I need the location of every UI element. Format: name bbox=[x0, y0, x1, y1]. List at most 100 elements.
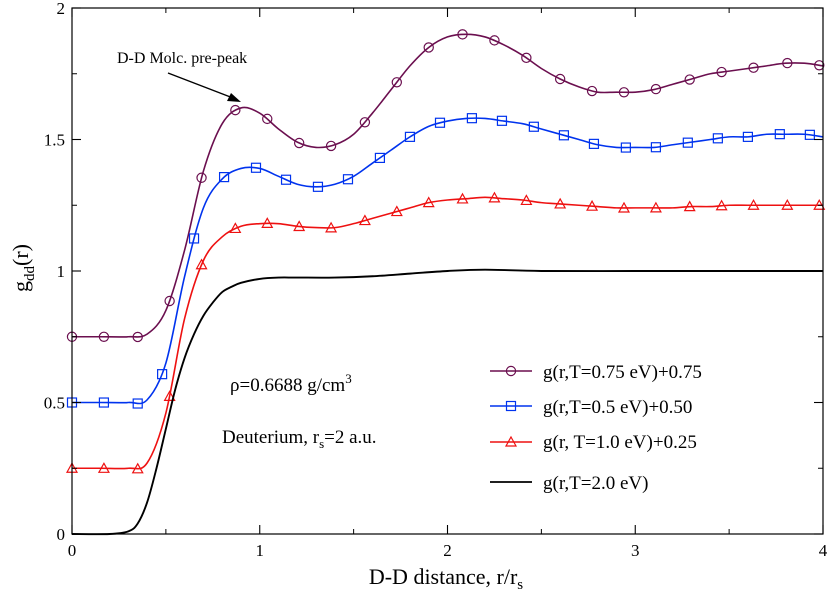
axes: 0 1 2 3 4 0 0.5 1 1.5 2 bbox=[44, 0, 828, 560]
series-line-2 bbox=[72, 196, 823, 470]
data-point-1-10 bbox=[374, 152, 386, 164]
data-point-1-23 bbox=[774, 129, 785, 140]
data-point-0-1 bbox=[98, 331, 110, 342]
data-point-1-11 bbox=[404, 131, 416, 142]
data-point-0-12 bbox=[457, 29, 468, 40]
y-tick-label-2: 1 bbox=[57, 262, 66, 281]
y-tick-label-3: 1.5 bbox=[44, 131, 65, 150]
data-point-2-11 bbox=[422, 196, 435, 208]
data-point-2-3 bbox=[163, 390, 176, 401]
data-point-0-8 bbox=[325, 140, 337, 152]
data-point-0-17 bbox=[618, 87, 630, 98]
data-point-2-15 bbox=[554, 197, 567, 209]
element-suffix: =2 a.u. bbox=[324, 427, 376, 448]
data-point-0-9 bbox=[359, 117, 371, 128]
legend-label-1: g(r,T=0.5 eV)+0.50 bbox=[543, 397, 692, 418]
density-sup: 3 bbox=[345, 371, 352, 386]
series-0 bbox=[66, 29, 825, 343]
x-axis-title-sub: s bbox=[517, 577, 523, 593]
data-point-1-16 bbox=[558, 130, 570, 141]
legend-entry-1: g(r,T=0.5 eV)+0.50 bbox=[490, 397, 692, 418]
data-point-1-2 bbox=[132, 398, 143, 409]
data-point-1-22 bbox=[742, 131, 754, 142]
data-point-2-10 bbox=[390, 205, 403, 217]
prepeak-arrow-head bbox=[227, 93, 241, 102]
legend-label-3: g(r,T=2.0 eV) bbox=[543, 473, 648, 494]
data-point-1-7 bbox=[280, 174, 292, 185]
data-point-1-18 bbox=[620, 142, 631, 153]
data-point-2-16 bbox=[586, 199, 599, 211]
data-point-1-3 bbox=[157, 369, 168, 380]
x-tick-label-0: 0 bbox=[68, 541, 77, 560]
legend-entry-0: g(r,T=0.75 eV)+0.75 bbox=[490, 362, 702, 383]
data-point-2-1 bbox=[97, 462, 110, 473]
prepeak-arrow-line bbox=[167, 72, 234, 99]
y-tick-label-1: 0.5 bbox=[44, 394, 65, 413]
data-point-0-23 bbox=[814, 60, 825, 71]
element-sub: s bbox=[319, 436, 324, 451]
series-line-0 bbox=[71, 33, 824, 338]
element-annotation: Deuterium, rs=2 a.u. bbox=[222, 427, 377, 451]
series-2 bbox=[65, 191, 826, 474]
data-point-0-10 bbox=[391, 77, 403, 88]
data-point-0-4 bbox=[196, 172, 207, 183]
y-tick-label-0: 0 bbox=[57, 525, 66, 544]
data-point-1-12 bbox=[434, 117, 446, 128]
data-point-1-4 bbox=[188, 233, 200, 244]
data-point-0-5 bbox=[230, 104, 241, 116]
data-point-0-18 bbox=[650, 83, 662, 95]
data-point-0-2 bbox=[132, 331, 143, 343]
data-point-2-14 bbox=[520, 194, 533, 206]
data-point-0-3 bbox=[164, 295, 175, 307]
data-point-1-14 bbox=[496, 115, 508, 126]
legend-entry-3: g(r,T=2.0 eV) bbox=[490, 473, 648, 494]
y-axis-title-suffix: (r) bbox=[8, 244, 33, 266]
y-axis-title-sub: dd bbox=[22, 265, 38, 281]
data-point-0-13 bbox=[489, 35, 500, 46]
data-point-2-22 bbox=[781, 199, 794, 210]
x-tick-label-4: 4 bbox=[819, 541, 828, 560]
data-point-1-15 bbox=[528, 121, 539, 132]
y-tick-label-4: 2 bbox=[57, 0, 66, 18]
data-point-2-17 bbox=[617, 201, 631, 213]
data-point-1-13 bbox=[466, 113, 478, 124]
prepeak-annotation: D-D Molc. pre-peak bbox=[117, 50, 247, 67]
x-axis-title: D-D distance, r/rs bbox=[369, 564, 523, 593]
data-point-1-20 bbox=[682, 137, 693, 148]
data-point-2-6 bbox=[261, 217, 274, 228]
data-point-2-20 bbox=[715, 199, 728, 211]
data-point-2-2 bbox=[131, 462, 144, 474]
x-tick-label-3: 3 bbox=[631, 541, 640, 560]
data-point-0-15 bbox=[554, 73, 566, 85]
x-tick-label-1: 1 bbox=[256, 541, 265, 560]
data-point-2-7 bbox=[293, 220, 306, 232]
data-point-2-8 bbox=[325, 221, 338, 233]
data-point-1-6 bbox=[250, 162, 262, 173]
data-point-2-18 bbox=[649, 201, 662, 213]
data-point-1-8 bbox=[312, 181, 324, 192]
legend-label-0: g(r,T=0.75 eV)+0.75 bbox=[543, 362, 702, 383]
x-tick-label-2: 2 bbox=[443, 541, 452, 560]
legend-marker-2 bbox=[504, 435, 518, 447]
series-line-3 bbox=[71, 268, 823, 536]
data-point-0-14 bbox=[521, 52, 532, 64]
data-point-0-6 bbox=[262, 113, 273, 125]
data-point-1-9 bbox=[342, 174, 354, 185]
data-point-1-19 bbox=[650, 142, 662, 153]
data-point-2-5 bbox=[229, 222, 242, 234]
plot-area bbox=[65, 29, 826, 536]
data-point-2-9 bbox=[358, 214, 371, 226]
legend-entry-2: g(r, T=1.0 eV)+0.25 bbox=[490, 432, 697, 453]
data-point-2-12 bbox=[456, 192, 469, 204]
series-line-1 bbox=[72, 117, 824, 405]
data-point-1-21 bbox=[712, 133, 723, 144]
data-point-2-21 bbox=[747, 199, 760, 210]
data-point-0-22 bbox=[782, 57, 793, 69]
legend: g(r,T=0.75 eV)+0.75 g(r,T=0.5 eV)+0.50 g… bbox=[490, 362, 702, 494]
legend-marker-1 bbox=[505, 400, 517, 412]
legend-marker-0 bbox=[505, 365, 517, 377]
data-point-2-13 bbox=[488, 191, 501, 203]
data-point-0-20 bbox=[716, 66, 727, 78]
data-point-0-11 bbox=[423, 42, 434, 53]
data-point-1-24 bbox=[804, 129, 815, 140]
